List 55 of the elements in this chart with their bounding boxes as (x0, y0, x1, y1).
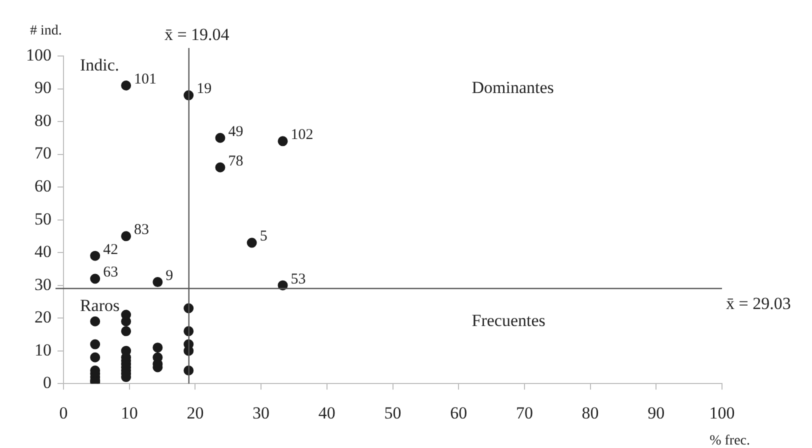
y-tick-label: 60 (34, 176, 52, 196)
y-axis-title: # ind. (30, 24, 62, 39)
y-tick-label: 30 (34, 274, 52, 294)
annotation: 102 (290, 127, 314, 144)
annotation: 63 (103, 264, 118, 281)
point (121, 326, 132, 336)
y-tick-label: 100 (26, 45, 52, 64)
x-tick-label: 40 (318, 403, 336, 422)
y-tick-label: 10 (34, 340, 52, 360)
annotation: 49 (228, 124, 244, 140)
x-tick-label: 20 (186, 403, 204, 422)
point (90, 274, 100, 284)
annotation: 101 (134, 71, 157, 88)
annotation: Raros (80, 296, 120, 316)
x-tick-label: 50 (384, 403, 402, 422)
point (215, 132, 226, 143)
ref-line-label: x̄ = 29.03 (726, 294, 791, 313)
x-tick-label: 100 (709, 403, 735, 422)
y-tick-label: 80 (34, 110, 52, 130)
y-tick-label: 40 (34, 242, 52, 262)
point (152, 277, 163, 288)
point (90, 339, 100, 350)
point (90, 352, 100, 362)
y-tick-label: 50 (34, 209, 52, 228)
point (90, 250, 100, 261)
x-tick-label: 80 (582, 403, 599, 422)
x-axis-title: % frec. (710, 433, 750, 448)
point (246, 238, 257, 248)
point (121, 80, 132, 90)
point (90, 316, 100, 326)
point (152, 342, 163, 353)
x-tick-label: 10 (120, 403, 138, 422)
x-tick-label: 90 (648, 403, 665, 422)
annotation: 5 (260, 228, 268, 245)
point (278, 136, 288, 146)
y-tick-label: 20 (34, 308, 52, 327)
annotation: 83 (134, 222, 150, 238)
x-tick-label: 30 (252, 403, 270, 422)
point (121, 231, 132, 242)
ref-line-label: x̄ = 19.04 (164, 24, 230, 44)
annotation: 78 (228, 153, 244, 170)
annotation: Indic. (80, 55, 120, 74)
point (215, 162, 226, 172)
y-tick-label: 0 (43, 373, 52, 392)
annotation: Dominantes (472, 78, 554, 98)
annotation: Frecuentes (472, 310, 546, 330)
annotation: 53 (290, 271, 306, 288)
x-tick-label: 0 (59, 403, 68, 422)
x-tick-label: 70 (516, 403, 533, 422)
y-tick-label: 70 (34, 144, 52, 163)
annotation: 42 (103, 242, 118, 258)
annotation: 9 (166, 268, 174, 284)
annotation: 19 (196, 81, 212, 98)
x-tick-label: 60 (450, 403, 468, 422)
y-tick-label: 90 (34, 78, 52, 98)
